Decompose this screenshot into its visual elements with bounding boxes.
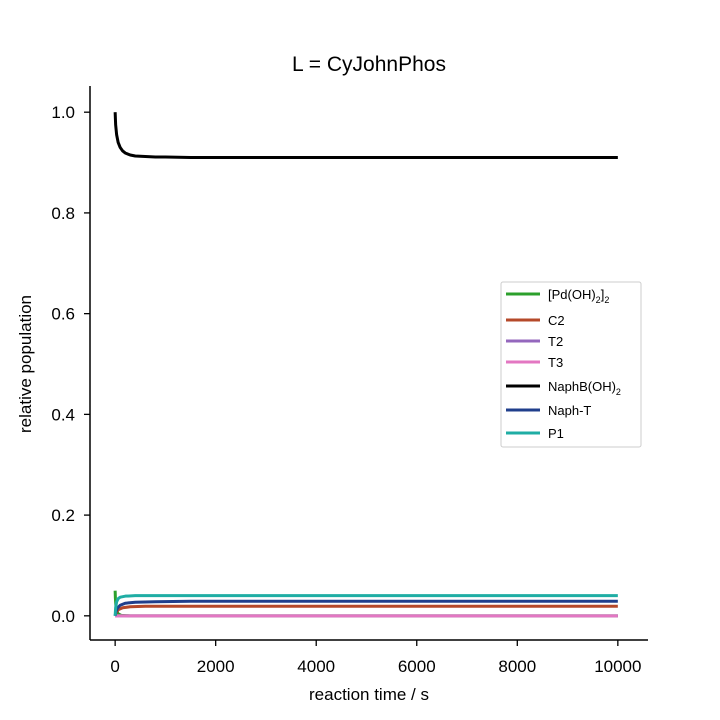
legend-entry: T2 bbox=[548, 334, 563, 349]
legend-entry-text: ] bbox=[601, 287, 605, 302]
y-tick-label: 0.2 bbox=[51, 506, 75, 525]
legend-entry: T3 bbox=[548, 355, 563, 370]
series-line-4 bbox=[113, 112, 618, 160]
x-tick-label: 6000 bbox=[398, 657, 436, 676]
y-tick-label: 1.0 bbox=[51, 103, 75, 122]
x-tick-label: 0 bbox=[110, 657, 119, 676]
legend-subscript: 2 bbox=[604, 295, 609, 305]
y-tick-label: 0.8 bbox=[51, 204, 75, 223]
legend-entry-text: NaphB(OH) bbox=[548, 379, 616, 394]
y-tick-label: 0.4 bbox=[51, 405, 75, 424]
series-line-6 bbox=[113, 594, 618, 616]
y-axis-label: relative population bbox=[16, 295, 35, 433]
legend-entry: [Pd(OH)2]2 bbox=[548, 287, 609, 305]
y-tick-label: 0.6 bbox=[51, 305, 75, 324]
y-ticks: 0.0 0.2 0.4 0.6 0.8 1.0 bbox=[51, 103, 90, 626]
series-line-5 bbox=[113, 599, 618, 617]
x-tick-label: 2000 bbox=[197, 657, 235, 676]
legend-entry: Naph-T bbox=[548, 403, 591, 418]
axes bbox=[89, 86, 648, 641]
legend-entry-text: [Pd(OH) bbox=[548, 287, 596, 302]
legend-entry: P1 bbox=[548, 426, 564, 441]
legend-entry: NaphB(OH)2 bbox=[548, 379, 621, 397]
x-tick-label: 8000 bbox=[498, 657, 536, 676]
plot-series bbox=[113, 112, 618, 618]
legend-subscript: 2 bbox=[616, 387, 621, 397]
chart-title: L = CyJohnPhos bbox=[292, 53, 446, 76]
x-axis-label: reaction time / s bbox=[309, 685, 429, 704]
x-ticks: 0 2000 4000 6000 8000 10000 bbox=[110, 640, 641, 676]
x-tick-label: 4000 bbox=[297, 657, 335, 676]
legend-frame bbox=[500, 281, 642, 448]
legend-entry: C2 bbox=[548, 313, 565, 328]
legend-subscript: 2 bbox=[596, 295, 601, 305]
y-tick-label: 0.0 bbox=[51, 607, 75, 626]
x-tick-label: 10000 bbox=[594, 657, 641, 676]
